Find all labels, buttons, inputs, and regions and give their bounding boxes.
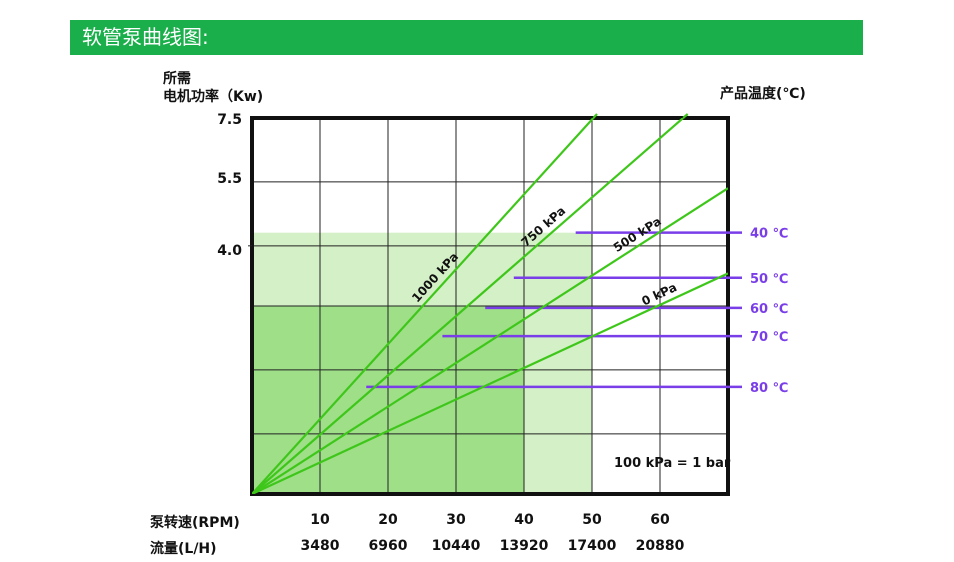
rpm-tick-label: 50: [582, 512, 602, 528]
pressure-curve-line: [252, 187, 728, 494]
temperature-limit-label: 80 ℃: [750, 381, 788, 396]
temperature-axis-label: 产品温度(℃): [720, 86, 806, 102]
flow-tick-label: 6960: [368, 538, 408, 554]
rpm-row-label: 泵转速(RPM): [150, 515, 240, 531]
rpm-tick-label: 30: [446, 512, 466, 528]
pressure-curve-line: [252, 272, 728, 494]
rpm-tick-label: 10: [310, 512, 330, 528]
temperature-limit-label: 50 ℃: [750, 272, 788, 287]
flow-tick-label: 13920: [499, 538, 549, 554]
temperature-limit-label: 40 ℃: [750, 227, 788, 242]
page-title: 软管泵曲线图:: [82, 25, 209, 49]
flow-tick-label: 10440: [431, 538, 481, 554]
flow-tick-label: 20880: [635, 538, 685, 554]
temperature-limit-label: 60 ℃: [750, 302, 788, 317]
flow-tick-label: 17400: [567, 538, 617, 554]
pressure-note: 100 kPa = 1 bar: [614, 456, 731, 471]
y-axis-label: 所需 电机功率（Kw): [163, 71, 264, 105]
flow-tick-label: 3480: [300, 538, 340, 554]
y-tick-label: 7.5: [217, 112, 242, 128]
pressure-curve-overflow: [592, 113, 598, 119]
plot-frame: [250, 116, 730, 496]
pressure-curve-line: [252, 118, 684, 494]
y-tick-label: 4.0: [217, 243, 242, 259]
rpm-tick-label: 40: [514, 512, 534, 528]
page-title-bar: 软管泵曲线图:: [70, 20, 863, 55]
pressure-curves: [252, 118, 728, 494]
rpm-tick-label: 60: [650, 512, 670, 528]
temperature-limit-label: 70 ℃: [750, 330, 788, 345]
pressure-curve-overflow: [682, 113, 689, 119]
pressure-curve-line: [252, 118, 595, 494]
y-tick-label: 5.5: [217, 171, 242, 187]
flow-row-label: 流量(L/H): [150, 541, 217, 557]
rpm-tick-label: 20: [378, 512, 398, 528]
